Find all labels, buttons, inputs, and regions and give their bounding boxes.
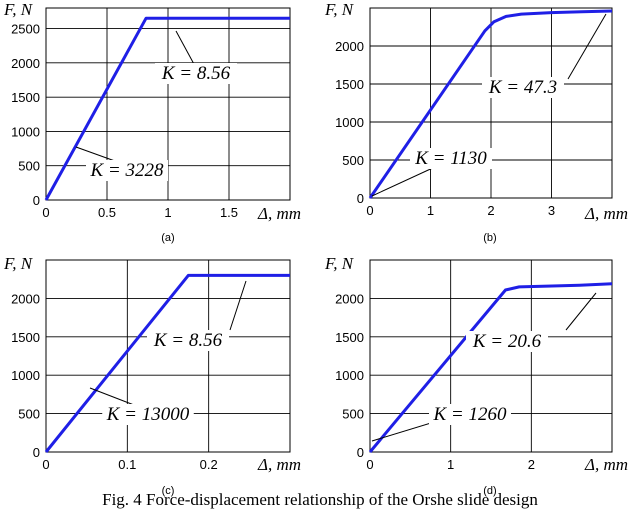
plot-frame — [45, 7, 291, 201]
panel-caption: (a) — [161, 232, 174, 244]
y-tick-label: 0 — [357, 445, 364, 460]
annotation-leader — [175, 30, 196, 67]
x-axis-label: Δ, mm — [584, 455, 628, 474]
y-axis-label: F, N — [324, 0, 355, 19]
y-axis-label: F, N — [324, 254, 355, 273]
annotation-background — [466, 331, 548, 352]
x-tick-label: 2 — [528, 457, 535, 472]
x-tick-label: 0.5 — [98, 205, 116, 220]
x-tick-label: 1 — [447, 457, 454, 472]
annotation-leader — [567, 13, 607, 80]
x-tick-label: 0 — [366, 203, 373, 218]
y-tick-label: 0 — [33, 193, 40, 208]
annotation-label: K = 47.3 — [488, 77, 557, 98]
chart-panel-4: 0 1 2 0 500 1000 1500 2000 F, N Δ, mm (d) K = 20.6 K… — [324, 254, 628, 497]
y-tick-label: 2500 — [11, 22, 40, 37]
y-tick-label: 0 — [33, 445, 40, 460]
y-tick-label: 1000 — [335, 115, 364, 130]
x-tick-label: 1 — [164, 205, 171, 220]
annotation-background — [482, 77, 564, 98]
x-axis-label: Δ, mm — [257, 204, 301, 223]
x-tick-label: 2 — [487, 203, 494, 218]
annotation-label: K = 8.56 — [161, 63, 231, 84]
series-line — [368, 282, 613, 453]
panel-caption: (b) — [483, 232, 496, 244]
y-tick-label: 2000 — [335, 39, 364, 54]
y-tick-label: 1000 — [11, 124, 40, 139]
annotation-leader — [565, 292, 597, 331]
y-tick-label: 1500 — [335, 330, 364, 345]
annotation-background — [147, 330, 229, 351]
y-tick-label: 500 — [342, 407, 364, 422]
series-line — [44, 16, 290, 201]
y-tick-label: 2000 — [335, 291, 364, 306]
y-tick-label: 1000 — [335, 368, 364, 383]
annotation-background — [86, 160, 168, 181]
y-tick-label: 1500 — [11, 90, 40, 105]
x-tick-label: 0.2 — [200, 457, 218, 472]
plot-frame — [369, 259, 613, 453]
x-tick-label: 0.1 — [118, 457, 136, 472]
x-tick-label: 0 — [366, 457, 373, 472]
plot-frame — [369, 7, 613, 199]
x-tick-label: 0 — [42, 457, 49, 472]
series-line — [44, 273, 290, 453]
x-tick-label: 0 — [42, 205, 49, 220]
panel-caption: (d) — [483, 485, 496, 497]
x-tick-label: 1 — [427, 203, 434, 218]
y-axis-label: F, N — [3, 0, 34, 19]
plot-frame — [45, 259, 291, 453]
x-tick-label: 3 — [548, 203, 555, 218]
chart-panel-3: 0 0.1 0.2 0 500 1000 1500 2000 F, N Δ, mm (c) K = 8… — [3, 254, 301, 497]
annotation-leader — [229, 280, 247, 331]
x-tick-label: 1.5 — [220, 205, 238, 220]
y-tick-label: 500 — [342, 153, 364, 168]
panel-caption: (c) — [162, 485, 175, 497]
y-tick-label: 1500 — [11, 330, 40, 345]
y-tick-label: 2000 — [11, 291, 40, 306]
y-tick-label: 500 — [18, 407, 40, 422]
chart-panel-2: 0 1 2 3 0 500 1000 1500 2000 F, N Δ, mm (b) K = 47.3… — [324, 0, 628, 244]
annotation-background — [155, 63, 237, 84]
annotation-label: K = 8.56 — [153, 330, 223, 351]
annotation-background — [429, 404, 511, 425]
annotation-background — [102, 404, 194, 425]
annotation-label: K = 1130 — [414, 148, 487, 169]
annotation-background — [410, 148, 492, 169]
y-tick-label: 1500 — [335, 77, 364, 92]
annotation-label: K = 13000 — [106, 404, 190, 425]
series-line — [368, 9, 613, 199]
chart-panel-1: 0 0.5 1 1.5 0 500 1000 1500 2000 2500 F, N Δ, mm (a)… — [3, 0, 301, 244]
annotation-label: K = 3228 — [90, 160, 164, 181]
y-tick-label: 500 — [18, 159, 40, 174]
y-axis-label: F, N — [3, 254, 34, 273]
figure-caption: Fig. 4 Force-displacement relationship o… — [102, 490, 538, 509]
y-tick-label: 1000 — [11, 368, 40, 383]
annotation-label: K = 1260 — [433, 404, 507, 425]
x-axis-label: Δ, mm — [257, 455, 301, 474]
x-axis-label: Δ, mm — [584, 204, 628, 223]
annotation-label: K = 20.6 — [472, 331, 542, 352]
y-tick-label: 2000 — [11, 56, 40, 71]
y-tick-label: 0 — [357, 191, 364, 206]
